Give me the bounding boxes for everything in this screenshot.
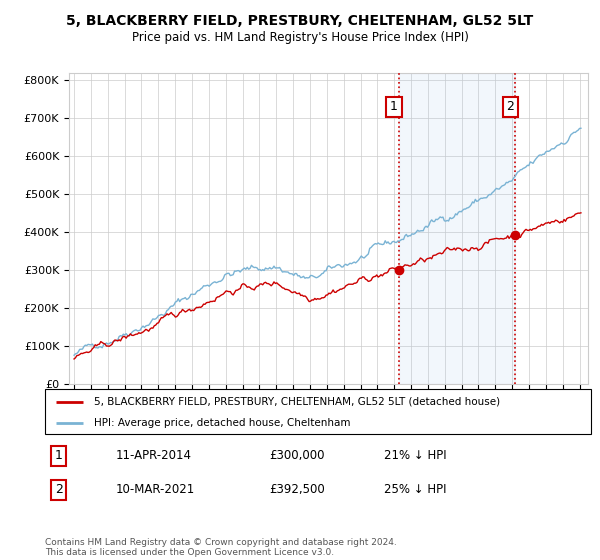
Text: 10-MAR-2021: 10-MAR-2021 [116,483,195,496]
Bar [399,73,515,384]
Text: HPI: Average price, detached house, Cheltenham: HPI: Average price, detached house, Chel… [94,418,350,428]
Text: 25% ↓ HPI: 25% ↓ HPI [383,483,446,496]
Text: £300,000: £300,000 [269,449,325,462]
Text: 21% ↓ HPI: 21% ↓ HPI [383,449,446,462]
Text: 5, BLACKBERRY FIELD, PRESTBURY, CHELTENHAM, GL52 5LT: 5, BLACKBERRY FIELD, PRESTBURY, CHELTENH… [67,14,533,28]
Text: 1: 1 [390,100,398,114]
Text: Price paid vs. HM Land Registry's House Price Index (HPI): Price paid vs. HM Land Registry's House … [131,31,469,44]
Text: 5, BLACKBERRY FIELD, PRESTBURY, CHELTENHAM, GL52 5LT (detached house): 5, BLACKBERRY FIELD, PRESTBURY, CHELTENH… [94,396,500,407]
Text: 2: 2 [55,483,62,496]
Text: 1: 1 [55,449,62,462]
Text: 11-APR-2014: 11-APR-2014 [116,449,192,462]
Text: 2: 2 [506,100,514,114]
Text: Contains HM Land Registry data © Crown copyright and database right 2024.
This d: Contains HM Land Registry data © Crown c… [45,538,397,557]
Text: £392,500: £392,500 [269,483,325,496]
